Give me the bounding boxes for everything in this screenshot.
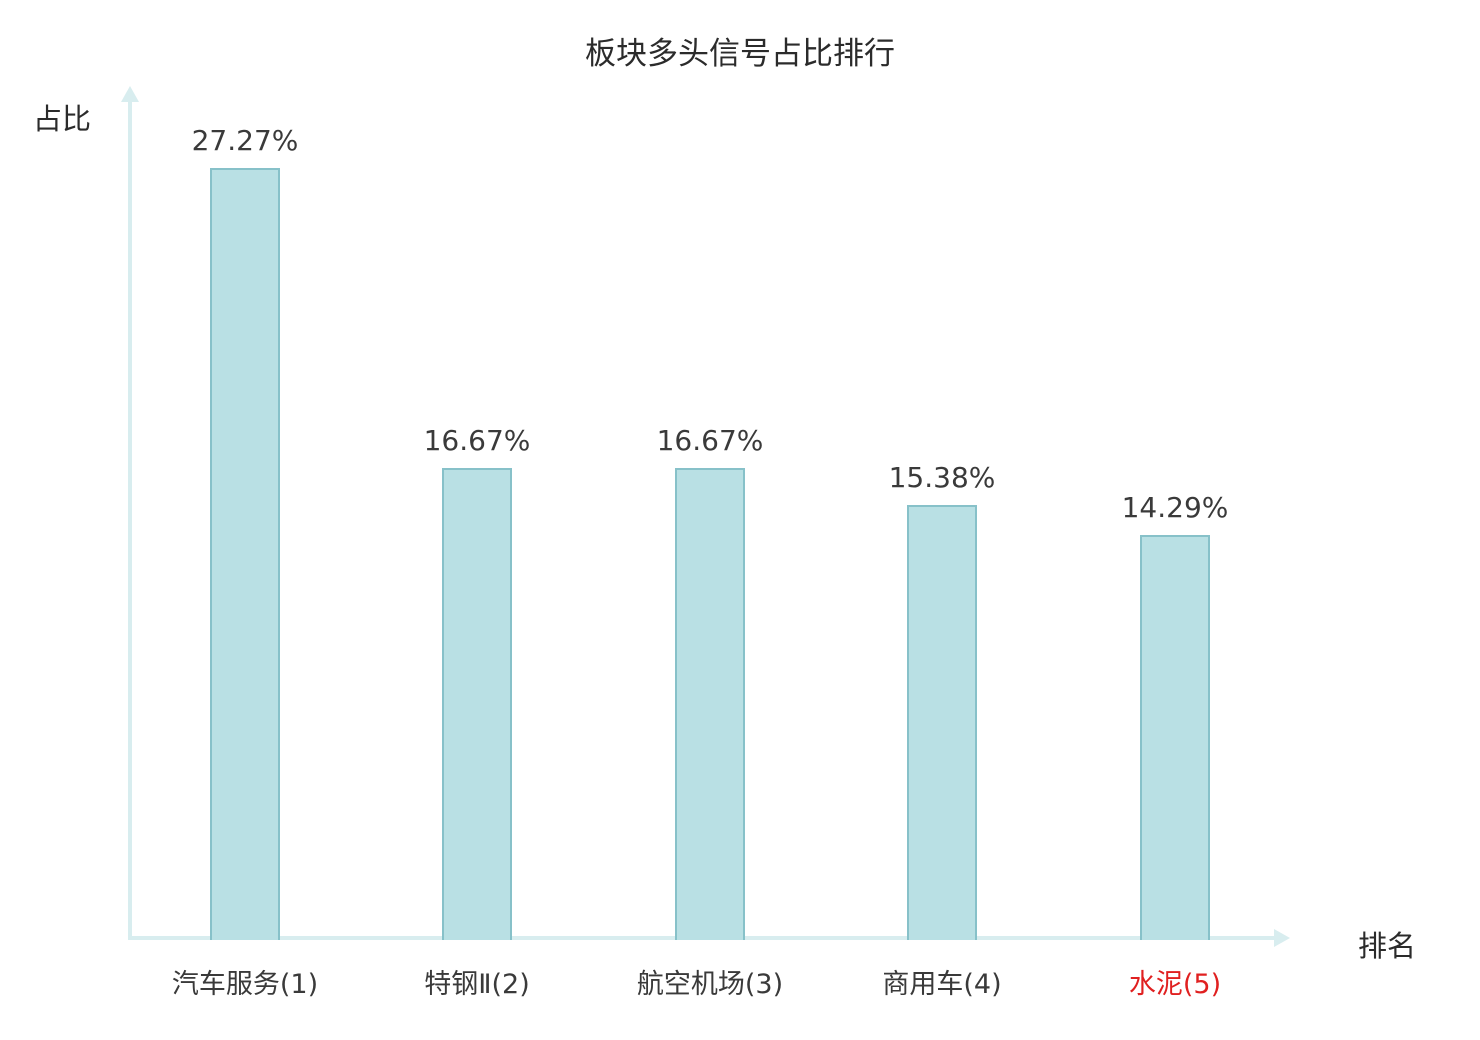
x-axis-arrow-icon (1274, 929, 1290, 947)
y-axis-label: 占比 (33, 102, 92, 136)
bar (1140, 535, 1210, 940)
bar-category-label: 商用车(4) (882, 969, 1002, 1000)
bar-value-label: 15.38% (888, 461, 996, 494)
bar-category-label: 汽车服务(1) (171, 969, 319, 1000)
bar (210, 168, 280, 940)
bar-category-label: 水泥(5) (1128, 969, 1222, 1000)
bar-value-label: 16.67% (423, 424, 531, 457)
chart-title: 板块多头信号占比排行 (585, 36, 895, 72)
bar (442, 468, 512, 940)
bar (675, 468, 745, 940)
bar-value-label: 14.29% (1121, 491, 1229, 524)
x-axis-label: 排名 (1358, 929, 1417, 963)
bar-value-label: 16.67% (656, 424, 764, 457)
bar-category-label: 特钢Ⅱ(2) (424, 969, 530, 1000)
y-axis-line (128, 100, 132, 940)
y-axis-arrow-icon (121, 86, 139, 102)
bar-category-label: 航空机场(3) (636, 969, 784, 1000)
bar (907, 505, 977, 940)
bar-value-label: 27.27% (191, 124, 299, 157)
